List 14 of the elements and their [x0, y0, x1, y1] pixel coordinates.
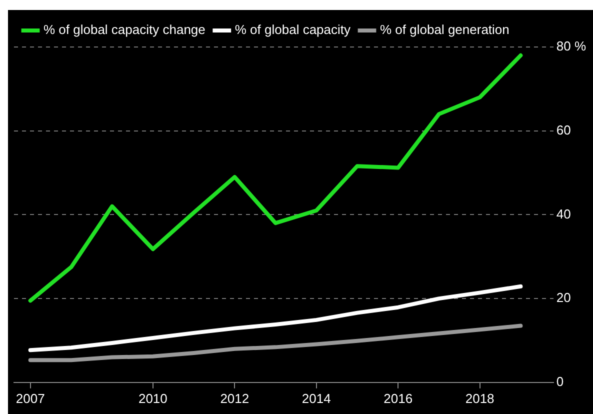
y-tick-label: 20: [556, 290, 571, 306]
y-tick-label: 0: [556, 374, 564, 389]
x-tick-label: 2007: [16, 390, 45, 406]
x-tick-label: 2010: [138, 390, 168, 406]
y-tick-label: 60: [556, 122, 571, 138]
x-tick-label: 2016: [384, 390, 413, 406]
legend-label: % of global capacity: [234, 22, 352, 38]
legend-label: % of global capacity change: [44, 22, 206, 38]
x-tick-label: 2014: [302, 390, 331, 406]
y-tick-label: 80 %: [556, 38, 586, 54]
legend-label: % of global generation: [380, 22, 510, 38]
y-tick-label: 40: [556, 206, 571, 222]
x-tick-label: 2018: [465, 390, 494, 406]
x-tick-label: 2012: [220, 390, 250, 406]
